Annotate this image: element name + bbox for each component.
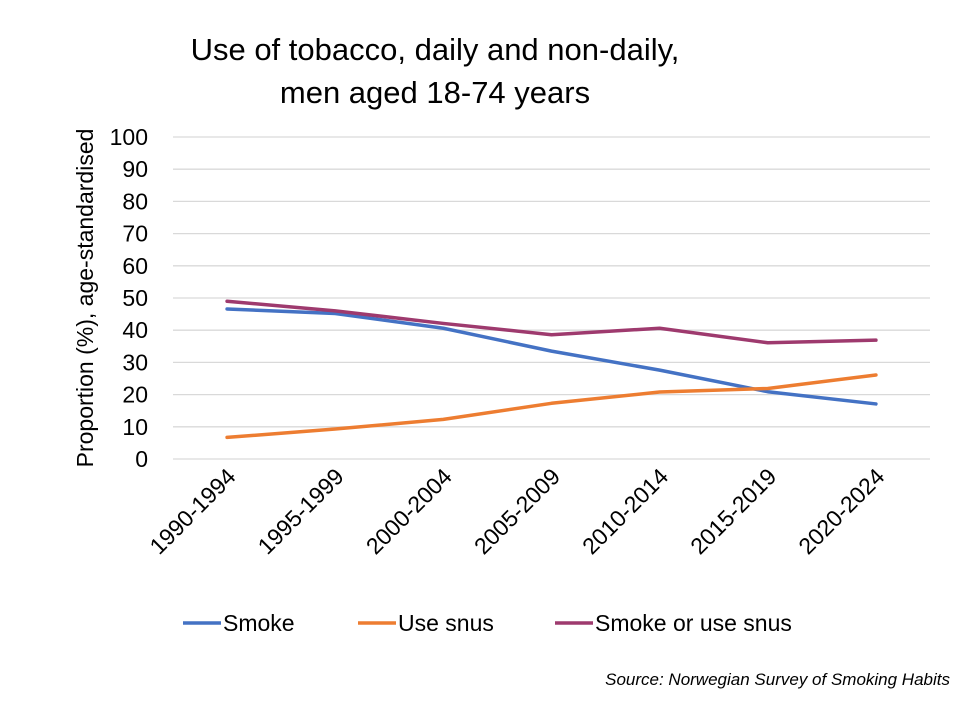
y-tick-label: 10 bbox=[122, 414, 148, 440]
y-tick-label: 30 bbox=[122, 349, 148, 375]
source-note: Source: Norwegian Survey of Smoking Habi… bbox=[605, 670, 950, 689]
y-tick-label: 0 bbox=[135, 446, 148, 472]
x-tick-label: 2010-2014 bbox=[577, 463, 673, 559]
chart-title-line-2: men aged 18-74 years bbox=[280, 75, 590, 110]
y-tick-label: 70 bbox=[122, 221, 148, 247]
x-tick-label: 1990-1994 bbox=[144, 463, 240, 559]
legend-label: Smoke or use snus bbox=[595, 610, 792, 636]
y-tick-label: 20 bbox=[122, 382, 148, 408]
y-tick-label: 90 bbox=[122, 156, 148, 182]
y-tick-label: 80 bbox=[122, 188, 148, 214]
series-line-smoke bbox=[225, 307, 878, 406]
legend-label: Use snus bbox=[398, 610, 494, 636]
y-tick-label: 40 bbox=[122, 317, 148, 343]
y-axis-label: Proportion (%), age-standardised bbox=[72, 129, 98, 468]
series-line-smoke-or-use-snus bbox=[225, 299, 878, 345]
y-tick-label: 100 bbox=[110, 124, 148, 150]
legend-label: Smoke bbox=[223, 610, 295, 636]
x-tick-label: 2005-2009 bbox=[469, 463, 565, 559]
x-tick-label: 2015-2019 bbox=[685, 463, 781, 559]
x-tick-label: 2020-2024 bbox=[793, 463, 889, 559]
y-tick-label: 60 bbox=[122, 253, 148, 279]
x-tick-label: 1995-1999 bbox=[253, 463, 349, 559]
y-tick-label: 50 bbox=[122, 285, 148, 311]
series-line-use-snus bbox=[225, 373, 878, 440]
chart-title-line-1: Use of tobacco, daily and non-daily, bbox=[191, 32, 680, 67]
x-tick-label: 2000-2004 bbox=[361, 463, 457, 559]
